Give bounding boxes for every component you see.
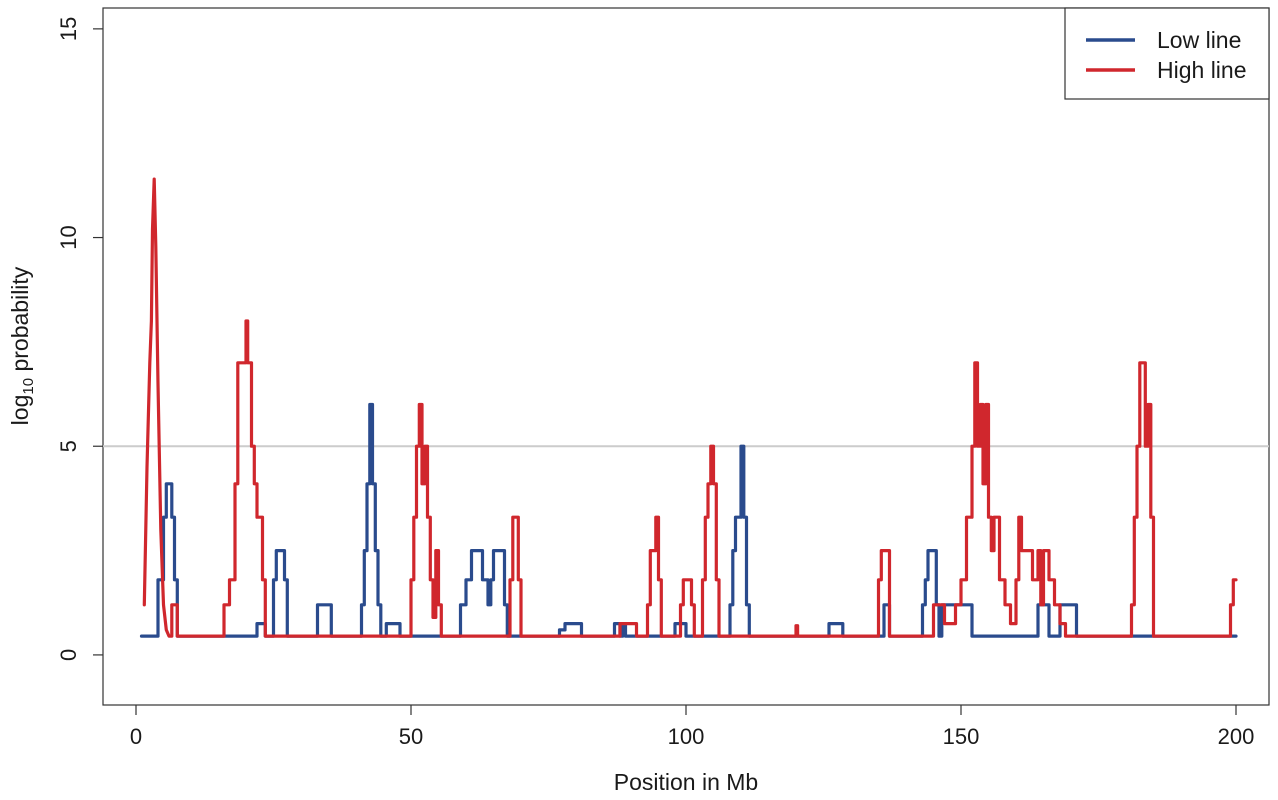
y-axis: 0 5 10 15 bbox=[56, 17, 103, 661]
x-tick-label-200: 200 bbox=[1218, 724, 1255, 749]
legend-label-high-line: High line bbox=[1157, 57, 1247, 83]
x-tick-label-0: 0 bbox=[130, 724, 142, 749]
plot-frame bbox=[102, 7, 1270, 706]
y-axis-label: log10 probability bbox=[7, 266, 37, 425]
x-tick-label-150: 150 bbox=[943, 724, 980, 749]
legend-box bbox=[1064, 7, 1270, 100]
y-tick-label-15: 15 bbox=[56, 17, 81, 41]
x-axis: 0 50 100 150 200 bbox=[130, 705, 1254, 749]
x-tick-label-100: 100 bbox=[668, 724, 705, 749]
y-axis-label-main: log bbox=[7, 395, 33, 426]
plot-area bbox=[102, 7, 1270, 706]
y-axis-label-rest: probability bbox=[7, 266, 33, 378]
series-line-low-line bbox=[139, 402, 1238, 638]
series-line-high-line bbox=[142, 177, 1238, 638]
legend: Low line High line bbox=[1064, 7, 1270, 100]
legend-label-low-line: Low line bbox=[1157, 27, 1241, 53]
y-tick-label-5: 5 bbox=[56, 440, 81, 452]
y-tick-label-10: 10 bbox=[56, 225, 81, 249]
series-group bbox=[139, 177, 1238, 638]
x-axis-label: Position in Mb bbox=[614, 769, 758, 795]
y-tick-label-0: 0 bbox=[56, 649, 81, 661]
y-axis-label-sub: 10 bbox=[20, 378, 37, 395]
x-tick-label-50: 50 bbox=[399, 724, 423, 749]
